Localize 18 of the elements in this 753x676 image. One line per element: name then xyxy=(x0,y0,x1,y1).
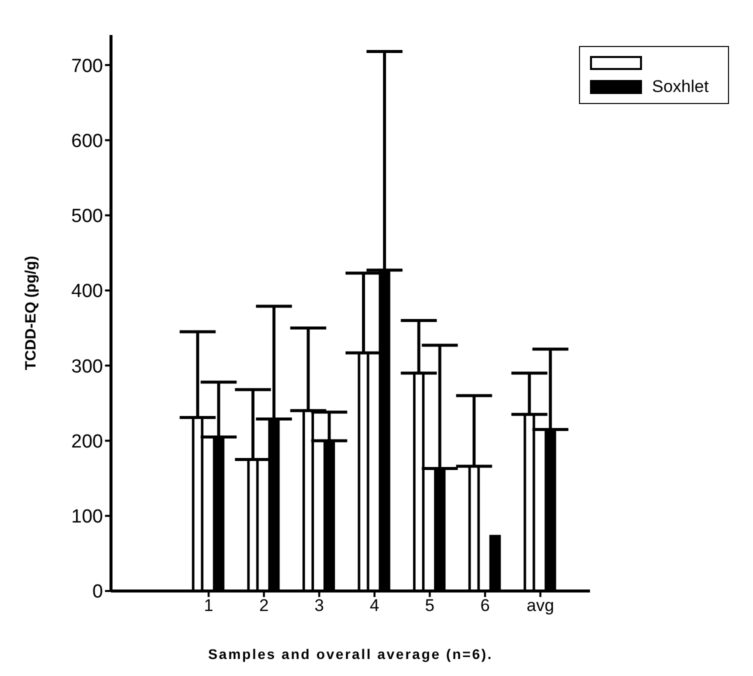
x-tick-label: 1 xyxy=(204,596,214,616)
y-tick-label: 700 xyxy=(71,56,103,77)
x-tick-label: avg xyxy=(526,596,554,616)
y-tick-label: 500 xyxy=(71,206,103,228)
y-tick-label: 200 xyxy=(71,431,103,452)
y-tick-label: 0 xyxy=(92,582,103,603)
x-tick-label: 4 xyxy=(370,596,380,616)
x-axis-title: Samples and overall average (n=6). xyxy=(208,646,493,662)
x-tick-label: 3 xyxy=(314,596,324,616)
y-tick-label: 600 xyxy=(71,130,103,152)
y-tick-label: 100 xyxy=(71,506,103,528)
x-tick-label: 2 xyxy=(259,596,269,616)
x-tick-label: 5 xyxy=(425,596,435,616)
y-axis-title: TCDD-EQ (pg/g) xyxy=(22,256,40,370)
legend-label: Soxhlet xyxy=(652,77,709,97)
y-tick-label: 300 xyxy=(71,356,103,378)
y-tick-label: 400 xyxy=(71,281,103,302)
x-tick-label: 6 xyxy=(480,596,490,616)
